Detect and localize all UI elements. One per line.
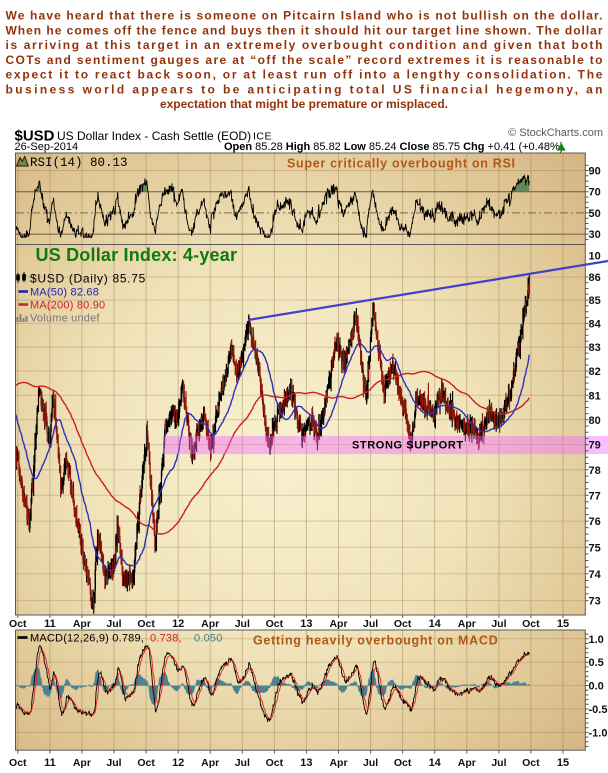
svg-text:Oct: Oct	[9, 757, 27, 769]
svg-text:11: 11	[44, 757, 56, 769]
svg-text:-1.0: -1.0	[589, 727, 608, 739]
svg-text:85: 85	[589, 295, 601, 307]
svg-text:83: 83	[589, 342, 601, 354]
svg-text:MACD(12,26,9) 0.789,: MACD(12,26,9) 0.789,	[30, 633, 144, 645]
svg-text:80: 80	[589, 415, 601, 427]
svg-text:14: 14	[429, 757, 442, 769]
svg-text:is arriving at this target in: is arriving at this target in an extreme…	[6, 38, 603, 52]
svg-text:Oct: Oct	[522, 757, 540, 769]
svg-text:When he comes off the fence an: When he comes off the fence and buys the…	[6, 23, 603, 37]
svg-text:© StockCharts.com: © StockCharts.com	[508, 127, 603, 139]
svg-text:Apr: Apr	[458, 618, 476, 630]
svg-text:COTs and sentiment gauges are: COTs and sentiment gauges are at “off th…	[6, 53, 603, 67]
svg-text:Apr: Apr	[201, 618, 219, 630]
svg-text:78: 78	[589, 465, 601, 477]
svg-text:Oct: Oct	[266, 618, 284, 630]
svg-text:MA(200) 80.90: MA(200) 80.90	[30, 300, 105, 312]
svg-text:Apr: Apr	[201, 757, 219, 769]
svg-text:RSI(14) 80.13: RSI(14) 80.13	[30, 156, 128, 170]
svg-text:13: 13	[300, 757, 312, 769]
svg-text:Open 85.28 High 85.82 Low 85.2: Open 85.28 High 85.82 Low 85.24 Close 85…	[224, 141, 563, 153]
svg-text:70: 70	[589, 187, 601, 199]
svg-text:Jul: Jul	[491, 757, 506, 769]
svg-text:0.5: 0.5	[589, 657, 604, 669]
svg-text:Apr: Apr	[329, 618, 347, 630]
svg-text:79: 79	[589, 440, 601, 452]
svg-text:13: 13	[300, 618, 312, 630]
svg-text:77: 77	[589, 490, 601, 502]
svg-text:Apr: Apr	[329, 757, 347, 769]
svg-text:Apr: Apr	[458, 757, 476, 769]
svg-text:Oct: Oct	[9, 618, 27, 630]
svg-text:Apr: Apr	[73, 757, 91, 769]
svg-text:Oct: Oct	[137, 757, 155, 769]
svg-text:Oct: Oct	[394, 618, 412, 630]
svg-text:12: 12	[172, 757, 184, 769]
svg-text:expect it to react back soon,: expect it to react back soon, or at leas…	[6, 68, 603, 82]
svg-text:Jul: Jul	[235, 757, 250, 769]
svg-text:Jul: Jul	[235, 618, 250, 630]
svg-text:Super critically overbought on: Super critically overbought on RSI	[287, 157, 516, 171]
svg-text:50: 50	[589, 208, 601, 220]
svg-text:26-Sep-2014: 26-Sep-2014	[15, 141, 79, 153]
svg-text:74: 74	[589, 569, 602, 581]
svg-text:73: 73	[589, 596, 601, 608]
svg-text:86: 86	[589, 272, 601, 284]
svg-text:Jul: Jul	[363, 757, 378, 769]
svg-text:Jul: Jul	[106, 618, 121, 630]
svg-text:Oct: Oct	[522, 618, 540, 630]
svg-text:30: 30	[589, 229, 601, 241]
svg-text:Jul: Jul	[106, 757, 121, 769]
svg-text:Jul: Jul	[491, 618, 506, 630]
svg-text:Getting heavily overbought on: Getting heavily overbought on MACD	[253, 634, 498, 648]
svg-text:1.0: 1.0	[589, 634, 604, 646]
svg-text:Oct: Oct	[394, 757, 412, 769]
svg-text:15: 15	[557, 618, 569, 630]
svg-text:expectation that might be prem: expectation that might be premature or m…	[160, 97, 448, 111]
svg-text:Oct: Oct	[266, 757, 284, 769]
svg-text:business world appears to be a: business world appears to be anticipatin…	[6, 82, 603, 96]
svg-text:12: 12	[172, 618, 184, 630]
svg-text:Jul: Jul	[363, 618, 378, 630]
svg-text:US Dollar Index: 4-year: US Dollar Index: 4-year	[36, 245, 238, 265]
svg-text:0.738,: 0.738,	[150, 633, 182, 645]
svg-text:Oct: Oct	[137, 618, 155, 630]
svg-text:15: 15	[557, 757, 569, 769]
svg-text:Volume undef: Volume undef	[30, 313, 100, 325]
svg-text:0.050: 0.050	[194, 633, 223, 645]
svg-text:STRONG SUPPORT: STRONG SUPPORT	[352, 439, 464, 451]
svg-text:14: 14	[429, 618, 442, 630]
svg-text:11: 11	[44, 618, 56, 630]
svg-text:75: 75	[589, 542, 601, 554]
svg-text:10: 10	[589, 250, 601, 262]
svg-text:82: 82	[589, 366, 601, 378]
svg-text:US Dollar Index - Cash Settle: US Dollar Index - Cash Settle (EOD)	[57, 129, 251, 143]
svg-text:We have heard that there is so: We have heard that there is someone on P…	[6, 9, 603, 23]
svg-text:MA(50) 82.68: MA(50) 82.68	[30, 287, 99, 299]
svg-text:-0.5: -0.5	[589, 704, 608, 716]
svg-text:0.0: 0.0	[589, 681, 604, 693]
svg-text:ICE: ICE	[253, 131, 272, 143]
svg-text:90: 90	[589, 166, 601, 178]
svg-text:Apr: Apr	[73, 618, 91, 630]
svg-text:84: 84	[589, 318, 602, 330]
svg-text:81: 81	[589, 390, 601, 402]
svg-text:$USD (Daily) 85.75: $USD (Daily) 85.75	[30, 272, 146, 286]
svg-text:$USD: $USD	[15, 128, 55, 145]
svg-text:76: 76	[589, 516, 601, 528]
